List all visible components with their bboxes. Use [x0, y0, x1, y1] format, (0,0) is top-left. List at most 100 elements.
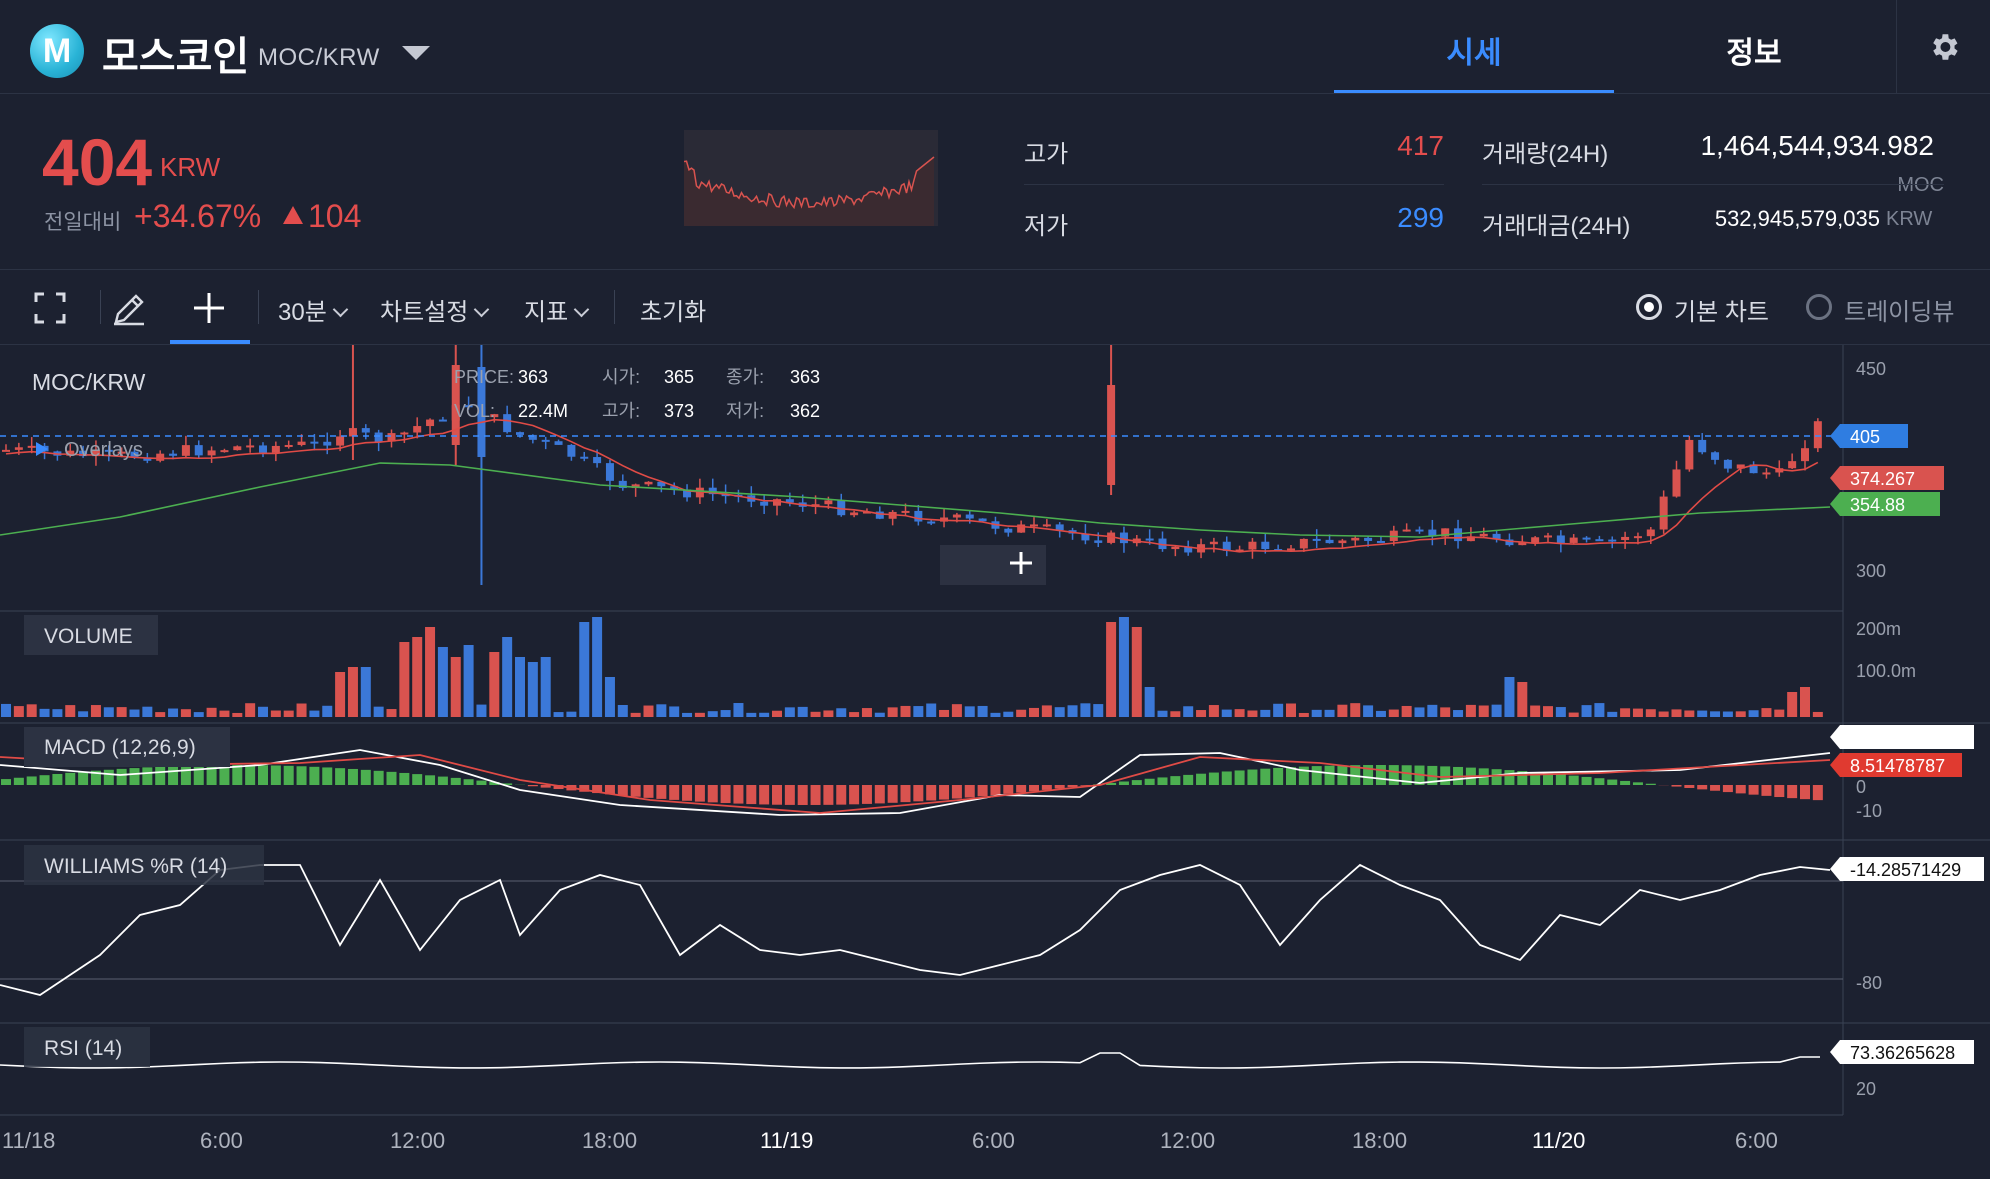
candle-body [1557, 535, 1565, 542]
volume-bar [1158, 711, 1168, 717]
low-value: 299 [1340, 202, 1444, 234]
macd-histogram-bar [1235, 770, 1245, 785]
chevron-down-icon [333, 302, 349, 318]
time-axis-tick: 11/20 [1532, 1128, 1585, 1153]
volume-bar [631, 713, 641, 717]
candle-body [426, 420, 434, 426]
chart-area[interactable]: MOC/KRW Overlays PRICE: 363 시가: 365 종가: … [0, 345, 1990, 1174]
tradingview-radio[interactable] [1806, 294, 1832, 320]
macd-histogram-bar [412, 774, 422, 785]
candle-body [362, 428, 370, 432]
volume-bar [541, 657, 551, 717]
interval-dropdown[interactable]: 30분 [278, 292, 346, 327]
time-axis-tick: 12:00 [390, 1128, 445, 1153]
candle-body [1621, 537, 1629, 540]
volume-bar [1003, 712, 1013, 717]
candle-body [1608, 540, 1616, 542]
volume-bar [1235, 709, 1245, 717]
chart-settings-dropdown[interactable]: 차트설정 [380, 292, 487, 327]
candle-body [1698, 440, 1706, 452]
volume-bar [425, 627, 435, 717]
volume-bar [1659, 712, 1669, 717]
candle-body [298, 442, 306, 445]
market-dropdown-icon[interactable] [402, 46, 430, 60]
candle-body [645, 482, 653, 485]
candle-body [1261, 542, 1269, 549]
basic-chart-label[interactable]: 기본 차트 [1674, 292, 1769, 327]
volume-bar [1633, 709, 1643, 717]
ohlc-low-value: 362 [790, 401, 820, 421]
volume-bar [1389, 710, 1399, 717]
volume-bar [271, 711, 281, 717]
macd-histogram-bar [952, 785, 962, 799]
settings-button[interactable] [1896, 0, 1990, 93]
coin-name[interactable]: 모스코인 [102, 24, 249, 82]
candle-body [1634, 536, 1642, 538]
macd-histogram-bar [836, 785, 846, 805]
macd-histogram-bar [669, 785, 679, 800]
ohlc-open-value: 365 [664, 367, 694, 387]
candle-body [760, 502, 768, 506]
volume-bar [862, 708, 872, 717]
volume-bar [952, 704, 962, 717]
price-unit: KRW [160, 152, 220, 183]
volume-bar [1106, 622, 1116, 717]
header: M 모스코인 MOC/KRW 시세 정보 [0, 0, 1990, 94]
volume-bar [888, 707, 898, 717]
candle-body [336, 436, 344, 445]
candle-body [15, 447, 23, 450]
ma-short-line [6, 420, 1818, 552]
tradingview-label[interactable]: 트레이딩뷰 [1844, 292, 1954, 327]
crosshair-icon[interactable] [192, 291, 226, 325]
volume-bar [554, 712, 564, 717]
volume-bar [1222, 710, 1232, 717]
candle-body [1094, 540, 1102, 542]
volume-bar [168, 709, 178, 717]
volume-bar [1093, 704, 1103, 717]
candle-body [902, 511, 910, 513]
macd-histogram-bar [155, 767, 165, 785]
basic-chart-radio[interactable] [1636, 294, 1662, 320]
time-axis-tick: 11/18 [2, 1128, 55, 1153]
coin-logo: M [30, 24, 84, 78]
volume-bar [1556, 707, 1566, 717]
candlestick-chart[interactable]: MOC/KRW Overlays PRICE: 363 시가: 365 종가: … [0, 345, 1990, 1174]
macd-histogram-bar [682, 785, 692, 801]
tab-price[interactable]: 시세 [1334, 28, 1614, 72]
overlays-toggle[interactable]: Overlays [64, 439, 143, 461]
reset-button[interactable]: 초기화 [640, 292, 706, 327]
volume-bar [1247, 711, 1257, 717]
macd-histogram-bar [990, 785, 1000, 795]
candle-body [1480, 534, 1488, 536]
pencil-icon[interactable] [112, 292, 146, 326]
volume-bar [14, 706, 24, 717]
macd-histogram-bar [27, 776, 37, 785]
tab-info[interactable]: 정보 [1614, 28, 1894, 72]
play-icon[interactable] [36, 442, 48, 456]
candle-body [1531, 537, 1539, 542]
indicators-dropdown[interactable]: 지표 [524, 292, 587, 327]
macd-histogram-bar [1145, 779, 1155, 785]
fullscreen-icon[interactable] [34, 292, 66, 324]
candle-body [1416, 530, 1424, 532]
chevron-down-icon [574, 302, 590, 318]
volume-bar [1774, 710, 1784, 717]
macd-histogram-bar [117, 769, 127, 785]
active-tool-indicator [170, 340, 250, 344]
market-pair[interactable]: MOC/KRW [258, 44, 380, 72]
macd-signal-badge [1830, 725, 1974, 749]
volume-bar [875, 713, 885, 717]
macd-histogram-bar [1286, 767, 1296, 785]
volume-bar [1543, 706, 1553, 717]
candle-body [310, 442, 318, 444]
macd-histogram-bar [451, 778, 461, 785]
macd-histogram-bar [284, 766, 294, 785]
volume-bar [515, 657, 525, 717]
macd-histogram-bar [1440, 766, 1450, 785]
macd-histogram-bar [1132, 780, 1142, 785]
candle-body [195, 445, 203, 455]
ohlc-open-label: 시가: [602, 367, 640, 387]
candle-body [208, 450, 216, 455]
chart-symbol: MOC/KRW [32, 369, 146, 395]
macd-histogram-bar [1170, 776, 1180, 785]
